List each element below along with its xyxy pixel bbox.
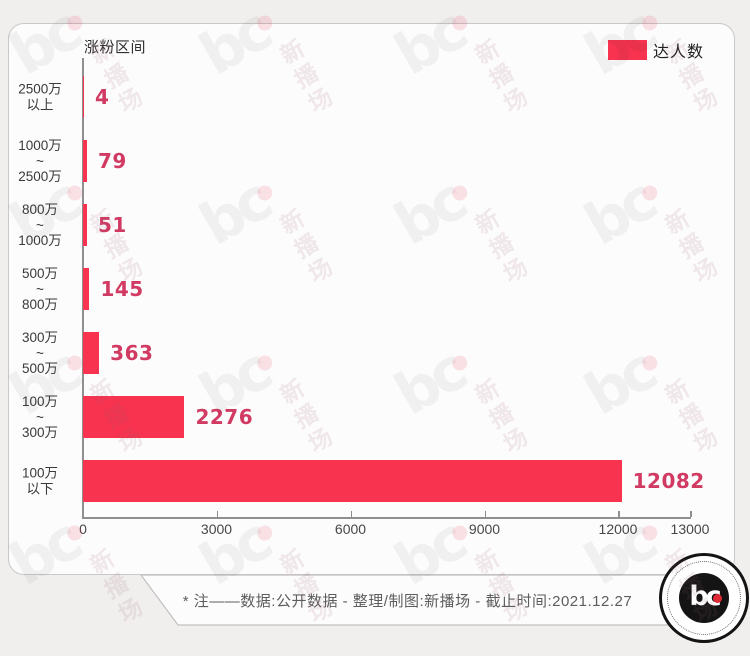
logo-disc: bc: [679, 573, 729, 623]
bar: [83, 396, 185, 438]
x-tick-mark: [350, 511, 352, 517]
category-label: 800万 ~1000万: [18, 201, 62, 248]
bar: [83, 268, 90, 310]
x-tick-label: 0: [79, 521, 87, 537]
x-tick-mark: [618, 511, 620, 517]
bar-value-label: 51: [98, 213, 127, 237]
x-axis-line: [82, 517, 691, 519]
bar: [83, 204, 87, 246]
legend[interactable]: 达人数: [608, 38, 704, 62]
category-label: 1000万 ~2500万: [18, 137, 62, 184]
brand-logo: bc: [659, 553, 749, 643]
category-label: 500万 ~800万: [21, 265, 59, 312]
bar-value-label: 79: [98, 149, 127, 173]
category-label: 100万 ~300万: [21, 393, 59, 440]
category-label: 2500万 以上: [18, 81, 62, 113]
bar: [83, 332, 100, 374]
bar-value-label: 363: [110, 341, 154, 365]
x-tick-mark: [216, 511, 218, 517]
category-label: 100万 以下: [21, 465, 59, 497]
bar: [83, 140, 87, 182]
x-tick-label: 6000: [334, 521, 367, 537]
bar-value-label: 2276: [195, 405, 254, 429]
footer-note: * 注——数据:公开数据 - 整理/制图:新播场 - 截止时间:2021.12.…: [182, 593, 633, 610]
category-label: 300万 ~500万: [21, 329, 59, 376]
bar-value-label: 145: [100, 277, 144, 301]
legend-label: 达人数: [653, 44, 705, 61]
logo-dotted-ring: bc: [667, 561, 741, 635]
bar: [83, 460, 622, 502]
x-tick-mark: [484, 511, 486, 517]
legend-swatch: [608, 40, 647, 60]
bar-value-label: 12082: [632, 469, 705, 493]
x-tick-mark: [690, 511, 692, 517]
bar-value-label: 4: [95, 85, 110, 109]
y-axis-title: 涨粉区间: [84, 39, 147, 56]
x-tick-label: 13000: [670, 521, 710, 537]
x-tick-label: 9000: [468, 521, 501, 537]
x-tick-label: 3000: [200, 521, 233, 537]
logo-red-dot-icon: [713, 594, 722, 603]
x-tick-label: 12000: [598, 521, 638, 537]
